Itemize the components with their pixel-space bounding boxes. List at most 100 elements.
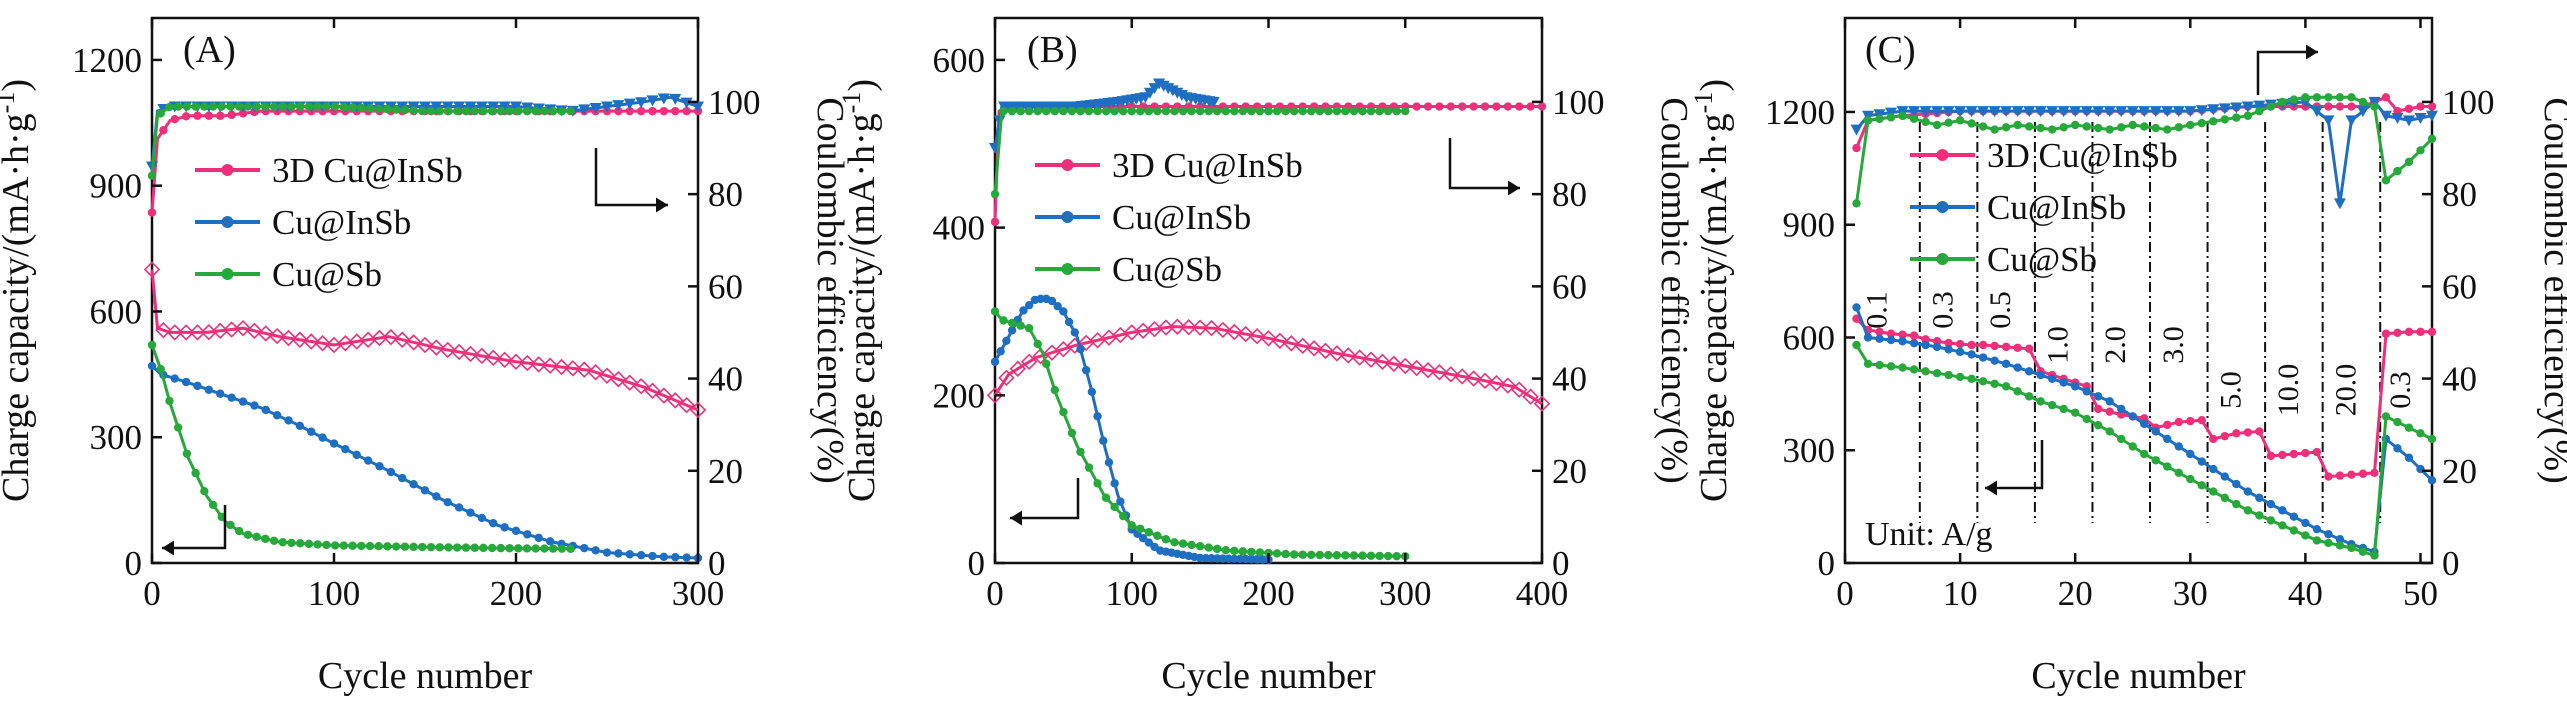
data-point: [1024, 324, 1034, 333]
data-point: [500, 523, 509, 532]
data-point: [1919, 106, 1932, 118]
data-point: [1024, 300, 1034, 310]
data-point: [428, 339, 445, 356]
data-point: [507, 353, 525, 370]
data-point: [181, 377, 191, 387]
data-point: [1187, 106, 1196, 116]
data-point: [591, 546, 600, 555]
data-point: [2301, 518, 2310, 528]
data-point: [1170, 106, 1179, 116]
data-point: [1978, 340, 1988, 350]
data-point: [1307, 550, 1316, 560]
x-tick-label: 30: [2173, 574, 2208, 613]
data-point: [191, 468, 200, 478]
y-tick-label: 300: [1783, 431, 1836, 470]
y-tick-label: 0: [1818, 544, 1836, 583]
data-point: [1289, 106, 1299, 116]
data-point: [2393, 444, 2402, 453]
data-point: [548, 106, 558, 116]
y-tick-label: 1200: [1765, 93, 1835, 132]
data-point: [1324, 550, 1333, 560]
data-point: [166, 324, 183, 341]
data-point: [1016, 106, 1025, 116]
data-point: [1084, 463, 1094, 472]
data-point: [2333, 198, 2346, 210]
data-point: [223, 321, 240, 338]
data-point: [2324, 102, 2333, 111]
x-tick-label: 400: [1516, 574, 1569, 613]
data-point: [1191, 319, 1209, 336]
data-point: [1119, 106, 1128, 116]
data-point: [1446, 102, 1456, 111]
data-point: [1101, 493, 1111, 502]
left-arrow-head: [162, 540, 174, 556]
data-point: [1281, 549, 1290, 559]
data-point: [659, 552, 669, 561]
data-point: [2103, 106, 2116, 118]
data-point: [1064, 317, 1074, 327]
rate-label: 0.3: [2384, 371, 2417, 409]
data-point: [1050, 385, 1060, 395]
data-point: [1255, 548, 1265, 557]
data-point: [2092, 106, 2105, 118]
data-point: [181, 112, 191, 121]
data-point: [510, 101, 522, 113]
data-point: [2404, 157, 2414, 167]
data-point: [1978, 122, 1988, 131]
y-tick-label: 900: [1783, 206, 1836, 245]
data-point: [1397, 357, 1414, 375]
left-axis-arrow: [1985, 440, 2044, 490]
data-point: [375, 462, 384, 471]
data-point: [580, 543, 589, 553]
data-point: [391, 105, 401, 114]
data-point: [1153, 531, 1162, 540]
data-point: [2070, 120, 2080, 130]
data-point: [669, 93, 682, 105]
data-point: [2001, 359, 2011, 368]
data-point: [2151, 456, 2160, 465]
data-point: [680, 97, 693, 109]
data-point: [602, 548, 612, 557]
data-point: [2117, 404, 2126, 414]
data-point: [2404, 327, 2414, 337]
data-point: [557, 544, 567, 553]
data-point: [173, 423, 183, 432]
data-point: [216, 389, 225, 398]
data-point: [147, 361, 157, 371]
data-point: [479, 106, 488, 116]
data-point: [304, 539, 314, 549]
data-point: [2082, 387, 2091, 396]
data-point: [2370, 102, 2379, 111]
data-point: [2289, 512, 2299, 521]
data-point: [383, 542, 392, 551]
y2-tick-label: 60: [708, 267, 743, 306]
data-point: [2197, 457, 2207, 466]
data-point: [359, 331, 377, 348]
data-point: [1101, 106, 1111, 116]
data-point: [1002, 336, 1011, 346]
data-point: [173, 102, 183, 111]
data-point: [2209, 434, 2218, 444]
data-point: [1977, 106, 1990, 118]
legend-label: 3D Cu@InSb: [272, 151, 463, 190]
data-point: [2001, 123, 2011, 132]
data-point: [1332, 551, 1342, 560]
data-point: [1898, 330, 1907, 339]
data-point: [2163, 125, 2172, 134]
legend-marker: [221, 268, 234, 280]
x-tick-label: 20: [2058, 574, 2093, 613]
data-point: [1852, 303, 1861, 312]
data-point: [625, 550, 634, 559]
rate-label: 0.3: [1927, 291, 1960, 329]
data-point: [1990, 379, 1999, 389]
data-point: [523, 530, 532, 539]
data-point: [2358, 547, 2368, 556]
x-axis-label: Cycle number: [1161, 655, 1376, 697]
data-point: [2312, 536, 2322, 545]
data-point: [1136, 106, 1145, 116]
y2-axis-label: Coulombic efficiency(%): [1653, 97, 1695, 484]
data-point: [1203, 319, 1220, 337]
data-point: [1104, 458, 1114, 467]
data-point: [2117, 434, 2126, 444]
data-point: [243, 102, 253, 111]
